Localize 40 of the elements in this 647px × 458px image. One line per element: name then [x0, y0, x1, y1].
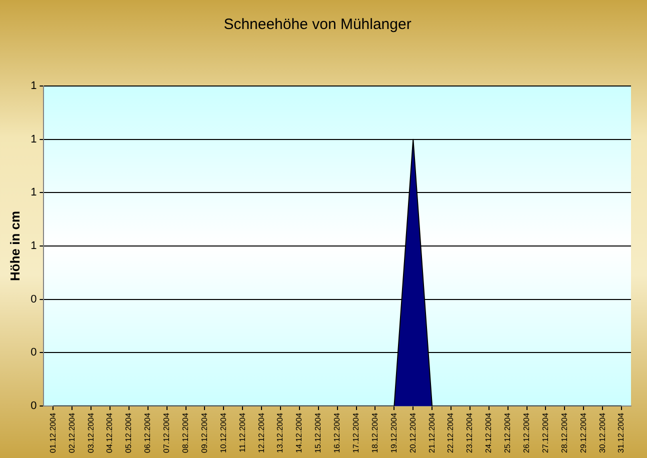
x-tick-label: 22.12.2004: [446, 412, 456, 454]
x-tick-label: 19.12.2004: [389, 412, 398, 454]
x-tick-label: 18.12.2004: [370, 412, 380, 454]
x-tick-label: 24.12.2004: [484, 412, 494, 454]
x-tick-label: 21.12.2004: [427, 412, 436, 454]
x-tick-label: 05.12.2004: [124, 412, 134, 454]
x-tick-label: 27.12.2004: [540, 412, 550, 454]
x-tick-label: 26.12.2004: [522, 412, 532, 454]
x-tick-label: 15.12.2004: [314, 412, 323, 454]
x-tick-label: 17.12.2004: [352, 412, 361, 454]
x-tick-label: 03.12.2004: [86, 412, 96, 454]
x-tick-label: 10.12.2004: [218, 412, 228, 454]
y-tick-label: 1: [30, 80, 37, 92]
x-tick-label: 08.12.2004: [181, 412, 190, 454]
y-tick-label: 1: [30, 240, 37, 252]
x-tick-label: 16.12.2004: [332, 412, 342, 454]
x-tick-label: 30.12.2004: [598, 412, 607, 454]
x-tick-label: 09.12.2004: [200, 412, 209, 454]
x-tick-label: 06.12.2004: [143, 412, 152, 454]
x-tick-label: 23.12.2004: [465, 412, 474, 454]
x-tick-label: 07.12.2004: [162, 412, 172, 454]
x-tick-label: 02.12.2004: [67, 412, 76, 454]
y-tick-label: 1: [30, 186, 37, 199]
y-tick-label: 0: [30, 400, 37, 412]
x-tick-label: 31.12.2004: [616, 412, 626, 454]
x-tick-label: 13.12.2004: [276, 412, 285, 454]
x-tick-label: 14.12.2004: [294, 412, 304, 454]
x-tick-label: 29.12.2004: [578, 412, 588, 454]
y-tick-label: 0: [30, 346, 37, 359]
chart-title: Schneehöhe von Mühlanger: [224, 16, 412, 34]
x-tick-label: 20.12.2004: [408, 412, 418, 454]
y-axis-title: Höhe in cm: [7, 210, 22, 282]
x-tick-label: 25.12.2004: [503, 412, 512, 454]
x-tick-label: 01.12.2004: [48, 412, 58, 454]
x-tick-label: 04.12.2004: [105, 412, 114, 454]
y-tick-label: 1: [30, 133, 37, 146]
y-tick-label: 0: [30, 293, 37, 306]
x-tick-label: 28.12.2004: [560, 412, 569, 454]
x-tick-label: 12.12.2004: [256, 412, 266, 454]
x-tick-label: 11.12.2004: [238, 412, 247, 452]
